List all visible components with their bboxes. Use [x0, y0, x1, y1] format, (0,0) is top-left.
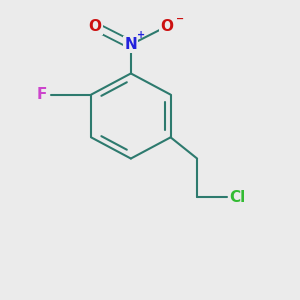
- Text: O: O: [88, 19, 101, 34]
- Text: O: O: [160, 19, 173, 34]
- Text: +: +: [137, 30, 145, 40]
- Text: N: N: [124, 37, 137, 52]
- Text: Cl: Cl: [230, 190, 246, 205]
- Text: −: −: [176, 14, 184, 24]
- Text: F: F: [37, 87, 47, 102]
